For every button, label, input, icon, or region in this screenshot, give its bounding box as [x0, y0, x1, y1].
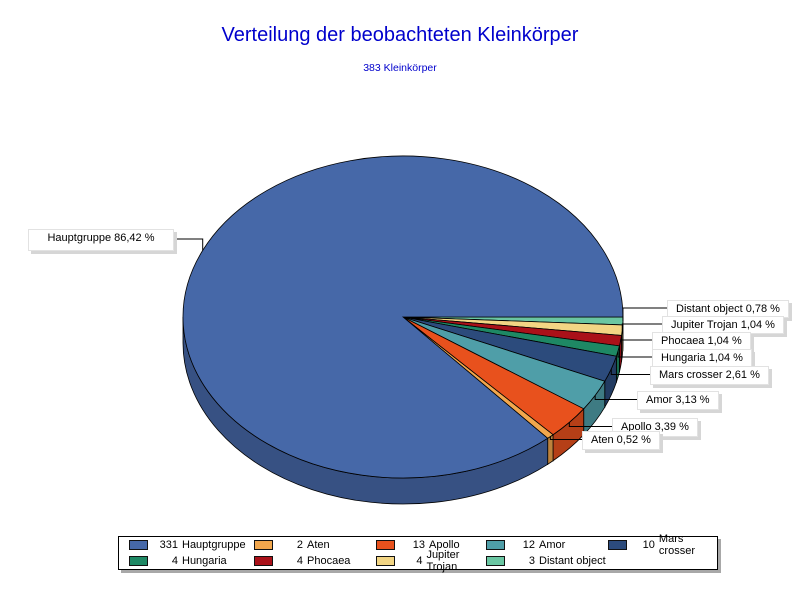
legend-swatch-amor — [486, 540, 505, 550]
legend-label: Hungaria — [182, 555, 227, 567]
legend-count: 4 — [171, 555, 178, 567]
callout-connector-apollo — [568, 422, 612, 427]
legend-count: 4 — [416, 555, 423, 567]
legend-item-amor: 12 Amor — [486, 537, 608, 553]
legend: 331 Hauptgruppe 2 Aten 13 Apollo 12 Amor 10 Mars … — [118, 533, 718, 573]
legend-item-aten: 2 Aten — [254, 537, 376, 553]
legend-count: 2 — [296, 539, 303, 551]
legend-swatch-phocaea — [254, 556, 273, 566]
callout-label-mars-crosser: Mars crosser 2,61 % — [650, 366, 769, 385]
pie-slice-hauptgruppe — [182, 155, 624, 479]
legend-label: Mars crosser — [658, 533, 695, 557]
legend-item-apollo: 13 Apollo — [376, 537, 486, 553]
legend-label: Apollo — [429, 539, 460, 551]
callout-connector-hauptgruppe — [172, 238, 204, 251]
legend-count: 12 — [522, 539, 535, 551]
callout-label-phocaea: Phocaea 1,04 % — [652, 332, 751, 350]
legend-count: 331 — [159, 539, 178, 551]
callout-label-amor: Amor 3,13 % — [637, 391, 719, 410]
callout-label-hungaria: Hungaria 1,04 % — [652, 349, 752, 367]
chart-subtitle: 383 Kleinkörper — [363, 62, 437, 74]
callout-label-hauptgruppe: Hauptgruppe 86,42 % — [28, 229, 174, 251]
callout-label-aten: Aten 0,52 % — [582, 431, 660, 450]
callout-connector-phocaea — [620, 339, 652, 341]
legend-swatch-mars-crosser — [608, 540, 627, 550]
legend-label: Hauptgruppe — [182, 539, 246, 551]
chart-title: Verteilung der beobachteten Kleinkörper — [221, 24, 579, 46]
callout-label-jupiter-trojan: Jupiter Trojan 1,04 % — [662, 316, 784, 334]
legend-count: 13 — [412, 539, 425, 551]
legend-item-mars-crosser: 10 Mars crosser — [608, 533, 717, 557]
legend-count: 4 — [296, 555, 303, 567]
legend-item-distant-object: 3 Distant object — [486, 553, 608, 569]
legend-item-hungaria: 4 Hungaria — [129, 553, 254, 569]
legend-item-hauptgruppe: 331 Hauptgruppe — [129, 537, 254, 553]
legend-label: Amor — [539, 539, 566, 551]
callout-connector-aten — [549, 436, 582, 440]
callout-connector-jupiter-trojan — [621, 323, 662, 331]
legend-count: 3 — [528, 555, 535, 567]
legend-label: Phocaea — [307, 555, 351, 567]
legend-label: Distant object — [539, 555, 606, 567]
legend-item-phocaea: 4 Phocaea — [254, 553, 376, 569]
legend-count: 10 — [642, 539, 655, 551]
callout-connector-distant-object — [622, 307, 667, 321]
callout-label-distant-object: Distant object 0,78 % — [667, 300, 789, 318]
legend-swatch-apollo — [376, 540, 395, 550]
legend-item-jupiter-trojan: 4 Jupiter Trojan — [376, 549, 486, 573]
callout-connector-hungaria — [617, 351, 652, 358]
legend-swatch-jupiter-trojan — [376, 556, 395, 566]
callout-connector-mars-crosser — [610, 368, 650, 375]
legend-swatch-distant-object — [486, 556, 505, 566]
legend-label: Aten — [307, 539, 330, 551]
legend-swatch-aten — [254, 540, 273, 550]
legend-swatch-hauptgruppe — [129, 540, 148, 550]
legend-label: Jupiter Trojan — [426, 549, 460, 573]
legend-swatch-hungaria — [129, 556, 148, 566]
callout-connector-amor — [594, 395, 637, 400]
